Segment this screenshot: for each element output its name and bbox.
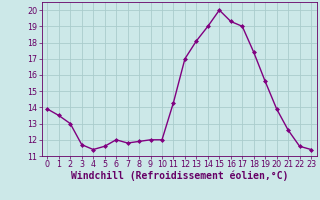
X-axis label: Windchill (Refroidissement éolien,°C): Windchill (Refroidissement éolien,°C) [70, 171, 288, 181]
